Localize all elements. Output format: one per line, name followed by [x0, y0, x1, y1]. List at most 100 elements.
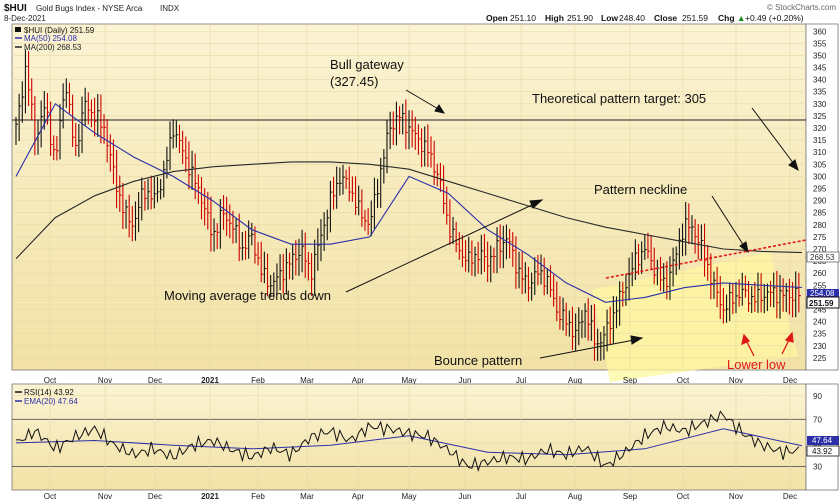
rsi-x-tick-label-6: Apr — [352, 492, 365, 501]
price-tick-label-235: 235 — [813, 330, 827, 339]
price-grid — [12, 24, 806, 370]
price-tick-label-310: 310 — [813, 148, 827, 157]
arrow-bounce — [539, 339, 635, 359]
badge-ma200-label: 268.53 — [810, 253, 835, 262]
price-tick-label-315: 315 — [813, 136, 827, 145]
arrow-target-head — [788, 159, 799, 172]
price-tick-label-225: 225 — [813, 354, 827, 363]
price-axis-strip — [805, 23, 839, 371]
price-tick-label-240: 240 — [813, 318, 827, 327]
rsi-legend: RSI(14) 43.92 EMA(20) 47.64 — [15, 388, 78, 406]
badge-ema — [807, 436, 839, 445]
arrow-target — [751, 107, 795, 165]
price-tick-label-335: 335 — [813, 88, 827, 97]
price-tick-label-345: 345 — [813, 64, 827, 73]
arrow-bull-gateway-head — [434, 104, 446, 114]
badge-ema-label: 47.64 — [812, 436, 833, 445]
rsi-x-tick-label-11: Sep — [623, 492, 638, 501]
price-bars — [15, 49, 801, 361]
index-name: Gold Bugs Index - NYSE Arca — [36, 4, 143, 13]
svg-text:+0.49 (+0.20%): +0.49 (+0.20%) — [745, 13, 804, 23]
lower-low-arrows — [741, 331, 794, 357]
svg-text:Close: Close — [654, 13, 677, 23]
rsi-time-axis: Oct Nov Dec 2021 Feb Mar Apr May Jun Jul Aug Sep Oct… — [44, 492, 797, 501]
price-tick-label-320: 320 — [813, 124, 827, 133]
annotation-arrows — [345, 89, 799, 359]
arrow-lower-low-1 — [745, 339, 755, 357]
ma50-line — [15, 102, 803, 303]
rsi-legend-label: RSI(14) 43.92 — [24, 388, 74, 397]
svg-text:251.90: 251.90 — [567, 13, 593, 23]
svg-text:Low: Low — [601, 13, 618, 23]
rsi-tick-label-70: 70 — [813, 415, 822, 424]
badge-rsi — [806, 445, 840, 457]
price-legend: $HUI (Daily) 251.59 MA(50) 254.08 MA(200… — [15, 26, 95, 52]
badge-close-label: 251.59 — [809, 299, 834, 308]
neckline-line — [605, 239, 807, 279]
rsi-x-tick-label-0: Oct — [44, 492, 57, 501]
price-legend-label: $HUI (Daily) 251.59 — [24, 26, 95, 35]
rsi-x-tick-label-7: May — [401, 492, 416, 501]
ohlc-summary: Open 251.10 High 251.90 Low 248.40 Close… — [486, 13, 804, 23]
rsi-x-tick-label-4: Feb — [251, 492, 265, 501]
x-tick-label-13: Nov — [729, 376, 743, 385]
arrow-ma-trend — [345, 203, 535, 293]
rsi-x-tick-label-14: Dec — [783, 492, 797, 501]
ema-legend-label: EMA(20) 47.64 — [24, 397, 78, 406]
badge-ma200 — [806, 251, 840, 263]
price-tick-label-330: 330 — [813, 100, 827, 109]
arrow-bull-gateway — [405, 89, 441, 111]
svg-text:Chg: Chg — [718, 13, 735, 23]
rsi-x-tick-label-5: Mar — [300, 492, 314, 501]
annotation-bull-gateway-value: (327.45) — [330, 74, 378, 89]
price-tick-label-350: 350 — [813, 51, 827, 60]
badge-close — [806, 296, 840, 309]
svg-text:248.40: 248.40 — [619, 13, 645, 23]
x-tick-label-8: Jun — [459, 376, 472, 385]
price-tick-label-280: 280 — [813, 221, 827, 230]
price-tick-label-245: 245 — [813, 306, 827, 315]
arrow-bounce-head — [630, 335, 644, 345]
annotation-bounce: Bounce pattern — [434, 353, 522, 368]
rsi-tick-label-90: 90 — [813, 392, 822, 401]
price-tick-label-290: 290 — [813, 197, 827, 206]
watermark: © StockCharts.com — [767, 3, 836, 12]
x-tick-label-3: 2021 — [201, 376, 219, 385]
ema-line — [15, 428, 803, 456]
badge-ma50 — [807, 289, 839, 298]
x-tick-label-14: Dec — [783, 376, 797, 385]
price-tick-label-305: 305 — [813, 160, 827, 169]
rsi-x-tick-label-10: Aug — [568, 492, 582, 501]
arrow-neckline — [711, 195, 745, 247]
x-tick-label-11: Sep — [623, 376, 638, 385]
price-tick-label-325: 325 — [813, 112, 827, 121]
x-tick-label-9: Jul — [516, 376, 526, 385]
arrow-lower-low-1-head — [741, 333, 751, 346]
price-tick-label-255: 255 — [813, 281, 827, 290]
price-tick-label-230: 230 — [813, 342, 827, 351]
badge-ma50-label: 254.08 — [810, 289, 835, 298]
x-tick-label-12: Oct — [677, 376, 690, 385]
x-tick-label-10: Aug — [568, 376, 582, 385]
rsi-grid — [12, 384, 806, 490]
x-tick-label-2: Dec — [148, 376, 162, 385]
price-tick-label-355: 355 — [813, 39, 827, 48]
arrow-neckline-head — [739, 241, 749, 254]
index-exchange: INDX — [160, 4, 180, 13]
x-tick-label-5: Mar — [300, 376, 314, 385]
rsi-x-tick-label-9: Jul — [516, 492, 526, 501]
ma200-line — [15, 161, 803, 260]
symbol-title: $HUI — [4, 3, 27, 14]
x-tick-label-6: Apr — [352, 376, 365, 385]
price-legend-swatch — [15, 27, 21, 32]
rsi-x-tick-label-1: Nov — [98, 492, 112, 501]
chart-date: 8-Dec-2021 — [4, 14, 46, 23]
ma50-legend-label: MA(50) 254.08 — [24, 34, 77, 43]
svg-text:251.10: 251.10 — [510, 13, 536, 23]
price-tick-label-260: 260 — [813, 269, 827, 278]
annotation-lower-low: Lower low — [727, 357, 786, 372]
arrow-lower-low-2-head — [784, 331, 794, 343]
rsi-line — [15, 410, 800, 472]
x-tick-label-7: May — [401, 376, 416, 385]
